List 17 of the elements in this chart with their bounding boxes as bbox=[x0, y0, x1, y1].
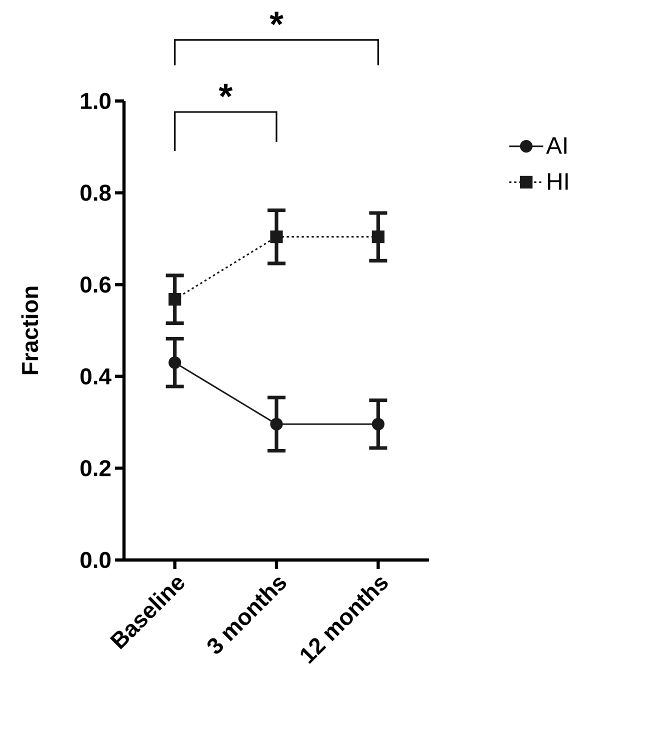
y-axis-title: Fraction bbox=[21, 286, 38, 374]
point bbox=[168, 356, 182, 369]
legend-label: AI bbox=[546, 137, 566, 154]
point bbox=[270, 418, 283, 430]
y-tick-label: 0.2 bbox=[80, 460, 111, 476]
text: * bbox=[270, 12, 284, 26]
legend-label: HI bbox=[548, 173, 568, 190]
y-tick-label: 0.0 bbox=[80, 552, 111, 568]
y-tick-label: 1.0 bbox=[81, 92, 111, 110]
y-tick-label: 0.8 bbox=[80, 184, 111, 201]
text: * bbox=[218, 84, 233, 98]
y-tick-label: 0.4 bbox=[80, 368, 112, 385]
point bbox=[168, 292, 182, 306]
y-tick-label: 0.6 bbox=[80, 276, 111, 293]
point bbox=[372, 230, 384, 244]
point bbox=[372, 418, 384, 430]
point bbox=[270, 230, 283, 244]
